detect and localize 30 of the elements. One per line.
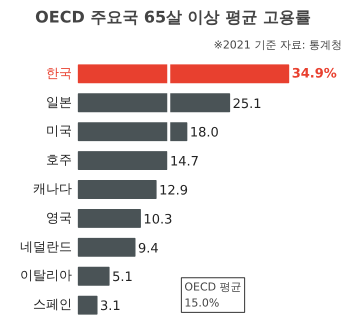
data-label: 12.9 (159, 184, 188, 198)
bar (78, 296, 98, 315)
data-label: 34.9% (292, 66, 337, 82)
data-label: 25.1 (232, 96, 262, 112)
bar (78, 208, 141, 228)
data-label: 10.3 (143, 212, 172, 228)
y-tick-label: 호주 (46, 153, 72, 168)
bar (78, 93, 230, 112)
bar (78, 180, 157, 199)
y-tick-label: 네덜란드 (20, 240, 72, 255)
bar (78, 122, 188, 142)
bar (78, 64, 290, 84)
y-tick-label: 일본 (46, 95, 72, 110)
bar (78, 238, 136, 257)
chart-title: OECD 주요국 65살 이상 평균 고용률 (35, 8, 311, 26)
y-tick-label: 한국 (46, 66, 72, 82)
y-tick-label: 스페인 (33, 298, 72, 313)
y-tick-label: 이탈리아 (20, 268, 72, 284)
data-label: 3.1 (100, 299, 121, 314)
data-label: 9.4 (138, 241, 159, 256)
data-label: 18.0 (190, 126, 219, 141)
ref-line-label: OECD 평균 15.0% (184, 280, 242, 310)
data-label: 5.1 (112, 270, 133, 286)
y-tick-label: 미국 (46, 124, 72, 140)
data-label: 14.7 (170, 154, 199, 170)
bar (78, 151, 168, 170)
y-tick-label: 영국 (46, 210, 72, 226)
chart-subtitle: ※2021 기준 자료: 통계청 (214, 38, 342, 52)
y-tick-label: 캐나다 (33, 182, 72, 197)
bar (78, 266, 110, 286)
